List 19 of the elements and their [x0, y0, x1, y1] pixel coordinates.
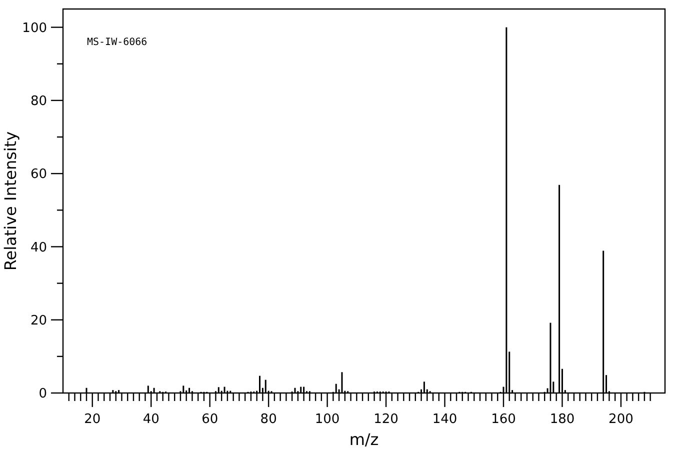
y-tick-label: 20 — [30, 313, 47, 328]
x-tick-label: 100 — [314, 412, 340, 427]
x-tick-label: 120 — [374, 412, 398, 427]
x-tick-label: 200 — [608, 412, 634, 427]
x-tick-label: 160 — [491, 412, 516, 427]
y-tick-label: 80 — [30, 94, 47, 109]
x-tick-label: 180 — [550, 412, 575, 427]
x-axis-title: m/z — [349, 430, 379, 449]
x-tick-label: 60 — [202, 412, 218, 427]
y-tick-label: 60 — [30, 167, 47, 182]
x-tick-label: 20 — [84, 412, 101, 427]
x-tick-label: 80 — [260, 412, 277, 427]
y-axis-title: Relative Intensity — [1, 131, 20, 271]
x-tick-label: 40 — [142, 412, 160, 427]
y-tick-label: 100 — [22, 20, 47, 36]
y-tick-label: 40 — [30, 240, 47, 256]
x-tick-label: 140 — [432, 412, 458, 427]
annotation: MS-IW-6066 — [87, 37, 148, 48]
y-tick-label: 0 — [38, 386, 47, 402]
